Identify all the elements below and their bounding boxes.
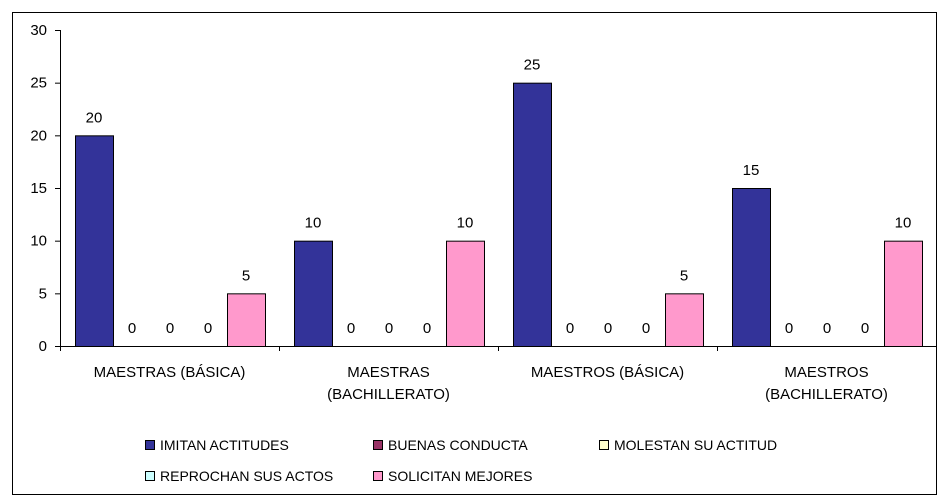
bar (446, 240, 485, 348)
category-label-line: MAESTROS (784, 364, 868, 381)
y-tick-label: 0 (39, 338, 47, 355)
legend-label: IMITAN ACTITUDES (160, 437, 289, 453)
data-label: 0 (423, 320, 431, 337)
bar (732, 188, 771, 347)
data-label: 5 (680, 267, 688, 284)
data-label: 5 (242, 267, 250, 284)
legend-item: IMITAN ACTITUDES (145, 437, 289, 453)
legend-swatch (145, 440, 155, 450)
data-label: 0 (785, 320, 793, 337)
category-labels: MAESTRAS (BÁSICA) MAESTRAS (BACHILLERATO)M… (94, 364, 888, 403)
data-label: 10 (457, 215, 474, 232)
y-tick-label: 25 (30, 75, 47, 92)
category-label: MAESTRAS (BÁSICA) (94, 364, 246, 381)
y-tick-label: 20 (30, 127, 47, 144)
data-label: 25 (524, 57, 541, 74)
axes: 0 5 10 15 20 25 30 (30, 22, 937, 355)
category-label: MAESTROS (BACHILLERATO) (765, 364, 888, 403)
bar (227, 293, 266, 348)
category-label-line: MAESTROS (BÁSICA) (531, 364, 684, 381)
bar (294, 240, 333, 348)
data-label: 0 (166, 320, 174, 337)
category-label: MAESTRAS (BACHILLERATO) (327, 364, 450, 403)
y-tick-label: 5 (39, 285, 47, 302)
data-label: 10 (305, 215, 322, 232)
data-label: 0 (128, 320, 136, 337)
legend: IMITAN ACTITUDES BUENAS CONDUCTA MOLESTAN … (145, 437, 777, 484)
y-tick-label: 30 (30, 22, 47, 39)
legend-label: REPROCHAN SUS ACTOS (160, 468, 333, 484)
data-label: 15 (743, 162, 760, 179)
bar (513, 82, 552, 348)
legend-item: REPROCHAN SUS ACTOS (145, 468, 333, 484)
data-label: 0 (823, 320, 831, 337)
legend-swatch (373, 471, 383, 481)
legend-item: SOLICITAN MEJORES (373, 468, 532, 484)
data-label: 10 (895, 215, 912, 232)
category-label-line: (BACHILLERATO) (765, 386, 888, 403)
bar (884, 240, 923, 348)
bar (75, 135, 114, 347)
legend-item: BUENAS CONDUCTA (373, 437, 528, 453)
bar (665, 293, 704, 348)
data-label: 0 (566, 320, 574, 337)
data-label: 0 (204, 320, 212, 337)
legend-swatch (599, 440, 609, 450)
category-label-line: MAESTRAS (BÁSICA) (94, 364, 246, 381)
category-label: MAESTROS (BÁSICA) (531, 364, 684, 381)
category-label-line: MAESTRAS (347, 364, 430, 381)
y-tick-label: 10 (30, 233, 47, 250)
data-label: 0 (642, 320, 650, 337)
legend-item: MOLESTAN SU ACTITUD (599, 437, 777, 453)
bars (75, 82, 923, 348)
y-tick-label: 15 (30, 180, 47, 197)
data-label: 0 (604, 320, 612, 337)
data-label: 0 (385, 320, 393, 337)
legend-label: SOLICITAN MEJORES (388, 468, 532, 484)
legend-label: BUENAS CONDUCTA (388, 437, 528, 453)
legend-swatch (373, 440, 383, 450)
legend-swatch (145, 471, 155, 481)
data-label: 20 (86, 109, 103, 126)
legend-label: MOLESTAN SU ACTITUD (614, 437, 777, 453)
category-label-line: (BACHILLERATO) (327, 386, 450, 403)
data-labels: 20 0 0 0 5 10 0 0 0 10 25 0 0 0 5 15 0 0 0 10 (86, 57, 912, 337)
data-label: 0 (347, 320, 355, 337)
data-label: 0 (861, 320, 869, 337)
